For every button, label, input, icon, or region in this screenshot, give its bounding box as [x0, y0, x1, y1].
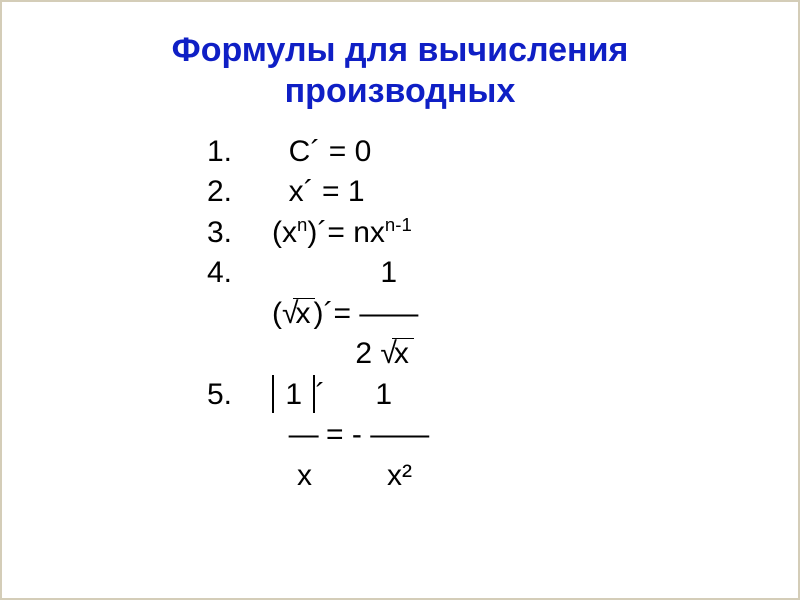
formula-number: 5. [177, 375, 232, 416]
bracket-left-icon [272, 375, 274, 413]
title-line-1: Формулы для вычисления [172, 31, 629, 69]
formula-number: 2. [177, 172, 232, 213]
formula-number: 3. [177, 213, 232, 254]
formula-body: (√x)´= —— [272, 294, 417, 335]
fraction-numerator: 1 [272, 253, 397, 294]
formula-number: 1. [177, 132, 232, 173]
formula-body: — = - —— [272, 415, 428, 456]
fraction-denominator: 2 √x [272, 334, 412, 375]
formula-body: 1 ´ 1 [272, 375, 392, 416]
formula-body: C´ = 0 [272, 132, 371, 173]
formula-body: (xn)´= nxn-1 [272, 213, 412, 254]
formula-2: 2. x´ = 1 [177, 172, 798, 213]
page-title: Формулы для вычисления производных [2, 30, 798, 112]
formula-4-numerator: 4. 1 [177, 253, 798, 294]
fraction-rule: —— [359, 297, 417, 330]
formula-4-middle: (√x)´= —— [177, 294, 798, 335]
formula-5-bottom: x x² [177, 456, 798, 497]
fraction-rule: —— [370, 418, 428, 451]
fraction-rule: — [289, 418, 318, 451]
formula-body: x x² [272, 456, 412, 497]
formula-number: 4. [177, 253, 232, 294]
sqrt-icon: √x [282, 294, 313, 335]
sqrt-icon: √x [380, 334, 411, 375]
formula-5-top: 5. 1 ´ 1 [177, 375, 798, 416]
formula-1: 1. C´ = 0 [177, 132, 798, 173]
formula-4-denominator: 2 √x [177, 334, 798, 375]
title-line-2: производных [285, 72, 516, 110]
formula-body: x´ = 1 [272, 172, 365, 213]
formula-list: 1. C´ = 0 2. x´ = 1 3. (xn)´= nxn-1 4. 1… [177, 132, 798, 497]
formula-3: 3. (xn)´= nxn-1 [177, 213, 798, 254]
formula-5-middle: — = - —— [177, 415, 798, 456]
